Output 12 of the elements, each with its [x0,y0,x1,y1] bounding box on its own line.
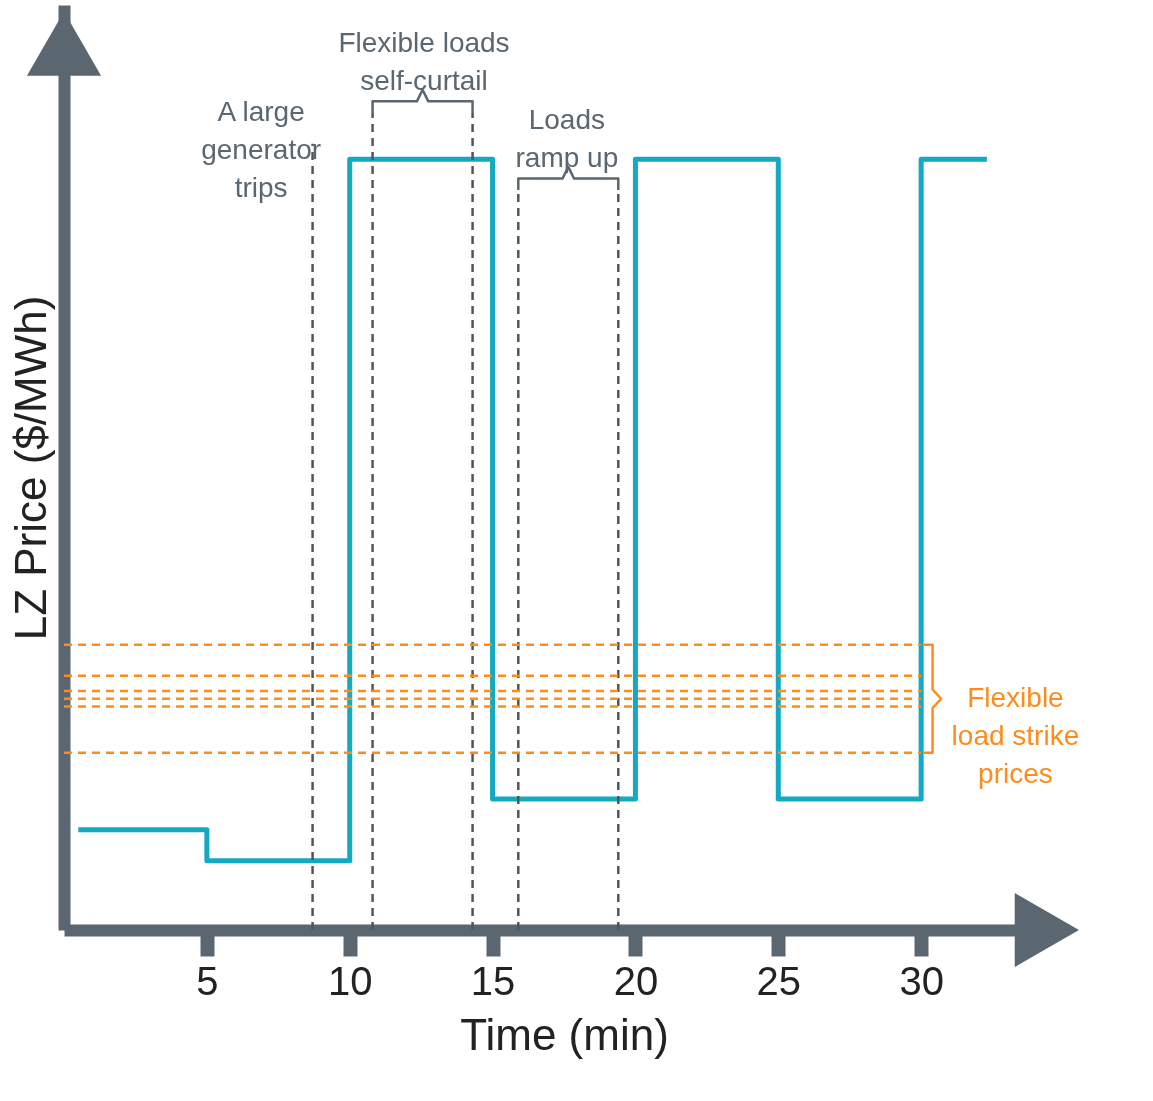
annotation: A large generator trips [201,95,322,203]
x-tick-label: 25 [756,958,802,1003]
text: Flexible loads self-curtail [338,26,510,96]
x-tick-label: 10 [327,958,373,1003]
x-tick-label: 30 [899,958,944,1003]
y-axis-title: LZ Price ($/MWh) [5,295,55,641]
x-tick-label: 15 [470,958,516,1003]
x-tick-label: 5 [196,958,219,1003]
x-tick-label: 20 [613,958,659,1003]
annotation: Flexible load strike prices [951,681,1080,789]
x-axis-title: Time (min) [460,1009,669,1059]
annotation: Loads ramp up [515,103,619,173]
